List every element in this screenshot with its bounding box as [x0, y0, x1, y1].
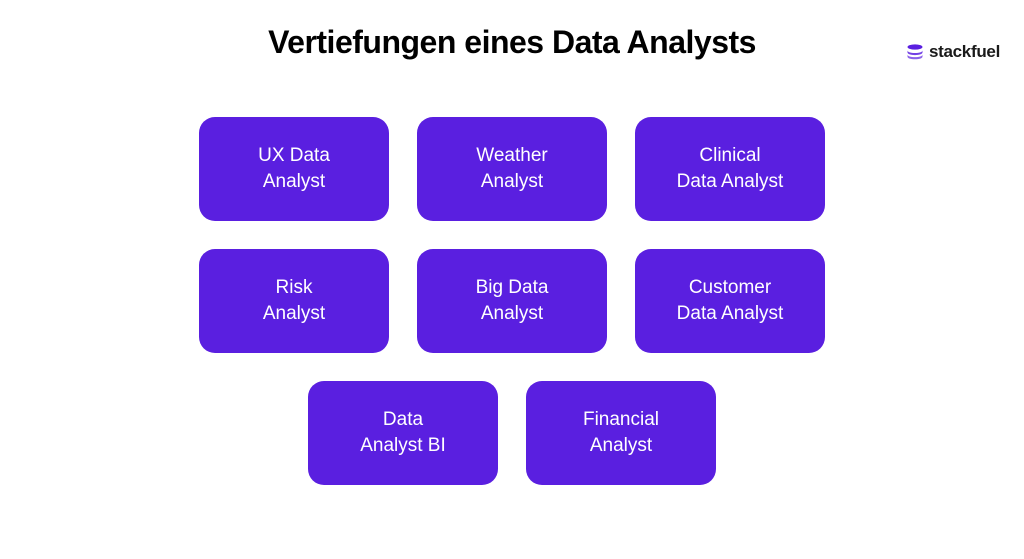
cards-grid: UX Data Analyst Weather Analyst Clinical… — [0, 117, 1024, 485]
brand-name: stackfuel — [929, 42, 1000, 62]
card-line-1: UX Data — [258, 143, 330, 169]
card-line-2: Analyst — [481, 301, 543, 327]
card-row: Risk Analyst Big Data Analyst Customer D… — [199, 249, 825, 353]
brand-logo: stackfuel — [905, 42, 1000, 62]
specialization-card: Risk Analyst — [199, 249, 389, 353]
card-line-1: Big Data — [476, 275, 549, 301]
page-title: Vertiefungen eines Data Analysts — [0, 24, 1024, 61]
card-line-2: Data Analyst — [677, 169, 784, 195]
card-line-2: Analyst — [481, 169, 543, 195]
card-line-1: Customer — [689, 275, 771, 301]
card-line-1: Risk — [276, 275, 313, 301]
card-line-1: Financial — [583, 407, 659, 433]
card-line-2: Analyst BI — [360, 433, 446, 459]
card-line-1: Weather — [476, 143, 547, 169]
card-line-2: Analyst — [263, 169, 325, 195]
card-line-2: Analyst — [263, 301, 325, 327]
card-line-1: Clinical — [699, 143, 760, 169]
stackfuel-icon — [905, 42, 925, 62]
card-line-2: Data Analyst — [677, 301, 784, 327]
specialization-card: Weather Analyst — [417, 117, 607, 221]
specialization-card: Clinical Data Analyst — [635, 117, 825, 221]
specialization-card: Big Data Analyst — [417, 249, 607, 353]
specialization-card: UX Data Analyst — [199, 117, 389, 221]
card-row: UX Data Analyst Weather Analyst Clinical… — [199, 117, 825, 221]
specialization-card: Customer Data Analyst — [635, 249, 825, 353]
card-line-2: Analyst — [590, 433, 652, 459]
specialization-card: Data Analyst BI — [308, 381, 498, 485]
card-row: Data Analyst BI Financial Analyst — [308, 381, 716, 485]
card-line-1: Data — [383, 407, 423, 433]
specialization-card: Financial Analyst — [526, 381, 716, 485]
